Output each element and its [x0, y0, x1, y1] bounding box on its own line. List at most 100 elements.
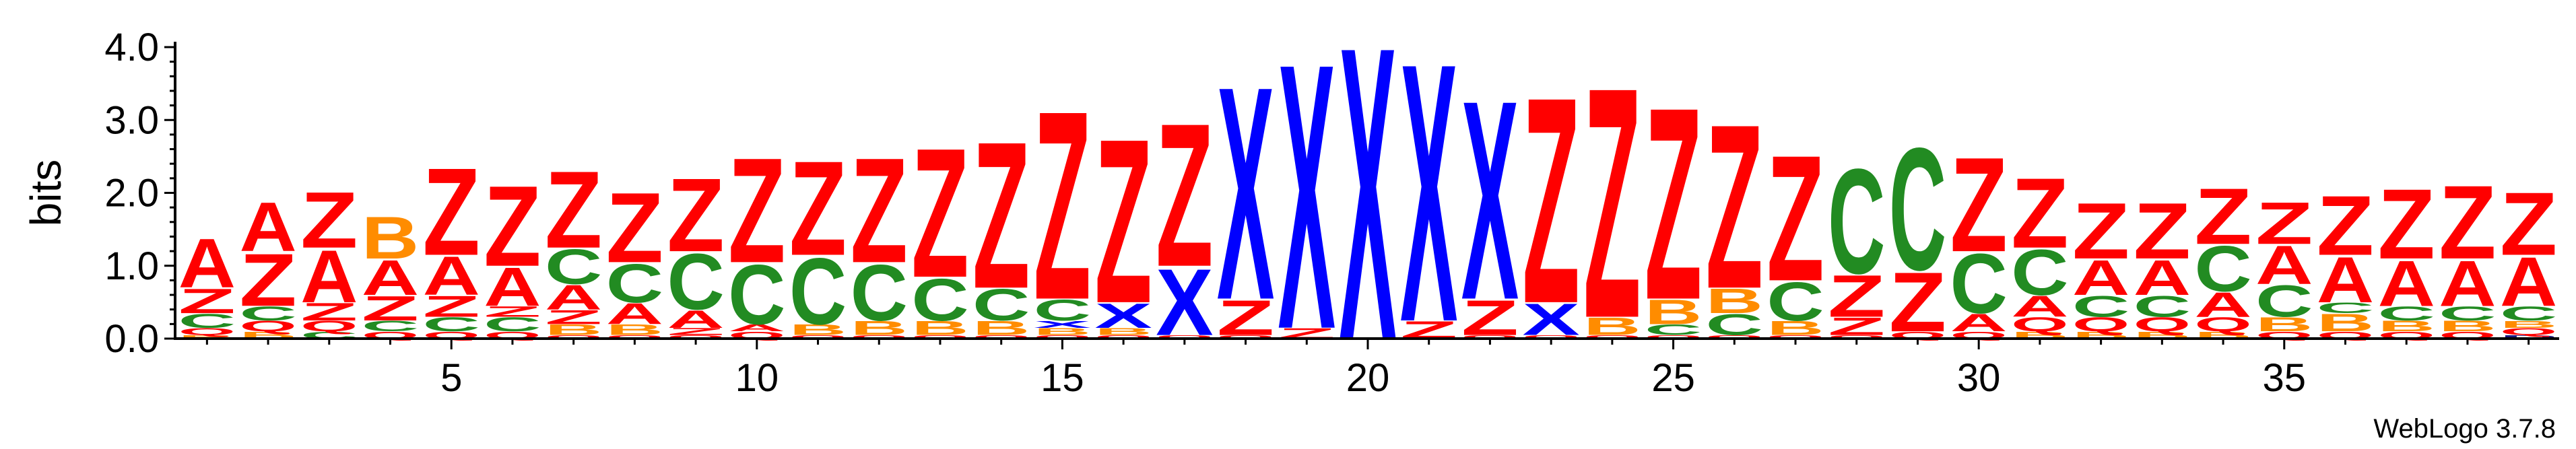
logo-letter-b: B [2317, 309, 2374, 337]
logo-column-22: QZX [1461, 42, 1519, 359]
logo-letter-z: Z [1217, 290, 1274, 346]
logo-letter-z: Z [545, 306, 602, 329]
logo-letter-z: Z [1828, 263, 1885, 330]
logo-letter-c: C [1766, 271, 1824, 333]
logo-letter-z: Z [1156, 81, 1213, 310]
logo-column-20: X [1339, 0, 1397, 428]
logo-column-29: QZC [1889, 112, 1946, 350]
logo-letter-c: C [423, 314, 480, 336]
logo-letter-a: A [362, 250, 419, 306]
logo-letter-a: A [728, 322, 785, 334]
logo-letter-b: B [545, 322, 602, 339]
logo-letter-c: C [2317, 300, 2374, 316]
logo-letter-q: Q [1094, 334, 1152, 339]
logo-letter-z: Z [1645, 50, 1702, 357]
logo-letter-z: Z [239, 238, 296, 322]
logo-letter-a: A [2011, 289, 2068, 323]
logo-letter-c: C [239, 302, 296, 324]
logo-letter-c: C [2011, 236, 2068, 308]
logo-letter-q: Q [606, 334, 663, 339]
logo-letter-c: C [911, 267, 968, 334]
logo-letter-b: B [789, 322, 847, 339]
logo-letter-x: X [1523, 294, 1580, 345]
logo-letter-b: B [1645, 293, 1702, 332]
logo-letter-c: C [1828, 137, 1885, 305]
logo-letter-z: Z [2317, 179, 2374, 273]
logo-letter-b: B [972, 317, 1030, 339]
x-tick-label: 15 [1041, 356, 1084, 400]
logo-letter-z: Z [2378, 168, 2435, 280]
logo-letter-b: B [2378, 318, 2435, 335]
logo-letter-z: Z [1889, 255, 1946, 349]
logo-letter-a: A [484, 256, 541, 318]
logo-letter-b: B [1583, 312, 1641, 341]
logo-letter-z: Z [911, 110, 968, 316]
logo-letter-c: C [972, 280, 1030, 330]
logo-column-24: QBZ [1583, 20, 1641, 388]
logo-letter-q: Q [1461, 334, 1519, 339]
logo-letter-q: Q [911, 334, 968, 339]
logo-letter-z: Z [545, 149, 602, 272]
logo-column-17: QXZ [1156, 81, 1213, 355]
logo-letter-c: C [2194, 232, 2251, 305]
y-tick-label: 2.0 [104, 172, 159, 215]
logo-letter-q: Q [1706, 334, 1763, 339]
logo-letter-a: A [2072, 250, 2129, 306]
logo-letter-q: Q [1766, 334, 1824, 339]
logo-letter-x: X [1400, 0, 1458, 399]
logo-letter-q: Q [178, 326, 236, 337]
logo-letter-a: A [300, 235, 358, 318]
logo-letter-a: A [606, 297, 663, 331]
logo-letter-c: C [667, 238, 724, 326]
logo-letter-z: Z [2072, 187, 2129, 276]
logo-letter-x: X [1217, 24, 1275, 364]
logo-letter-a: A [2317, 243, 2374, 316]
logo-letter-z: Z [423, 141, 480, 281]
logo-letter-c: C [606, 252, 663, 314]
logo-letter-q: Q [545, 334, 602, 339]
logo-letter-b: B [178, 334, 236, 339]
logo-letter-a: A [2500, 242, 2557, 321]
logo-letter-q: Q [300, 318, 358, 335]
logo-letter-z: Z [362, 289, 419, 329]
logo-letter-b: B [606, 322, 663, 339]
logo-column-23: QXZ [1523, 36, 1580, 365]
letter-stacks: BQCZABQCZACQZAZQCZABQCZAZQCZAZQBZACZQBAC… [178, 0, 2558, 428]
logo-letter-a: A [1950, 309, 2008, 337]
logo-letter-q: Q [789, 334, 847, 339]
y-axis-title: bits [22, 160, 70, 227]
logo-letter-q: Q [972, 334, 1030, 339]
logo-letter-z: Z [2194, 172, 2251, 261]
logo-letter-a: A [239, 188, 296, 267]
logo-letter-z: Z [2439, 164, 2496, 281]
logo-letter-c: C [728, 247, 785, 342]
logo-letter-q: Q [1523, 334, 1580, 339]
logo-letter-q: Q [2500, 326, 2557, 337]
logo-letter-q: Q [2134, 314, 2191, 336]
logo-letter-q: Q [1583, 334, 1641, 339]
logo-letter-x: X [1461, 42, 1519, 359]
logo-letter-c: C [789, 238, 847, 344]
logo-letter-a: A [2378, 247, 2435, 320]
logo-letter-x: X [1339, 0, 1397, 428]
logo-column-18: QZX [1217, 24, 1275, 364]
logo-letter-z: Z [1461, 290, 1519, 346]
logo-letter-c: C [2378, 302, 2435, 324]
logo-letter-q: Q [667, 334, 724, 339]
x-tick-label: 35 [2263, 356, 2307, 400]
logo-letter-d: D [2500, 334, 2557, 339]
logo-letter-c: C [178, 310, 236, 332]
logo-letter-c: C [2500, 302, 2557, 324]
y-tick-label: 3.0 [104, 98, 159, 142]
